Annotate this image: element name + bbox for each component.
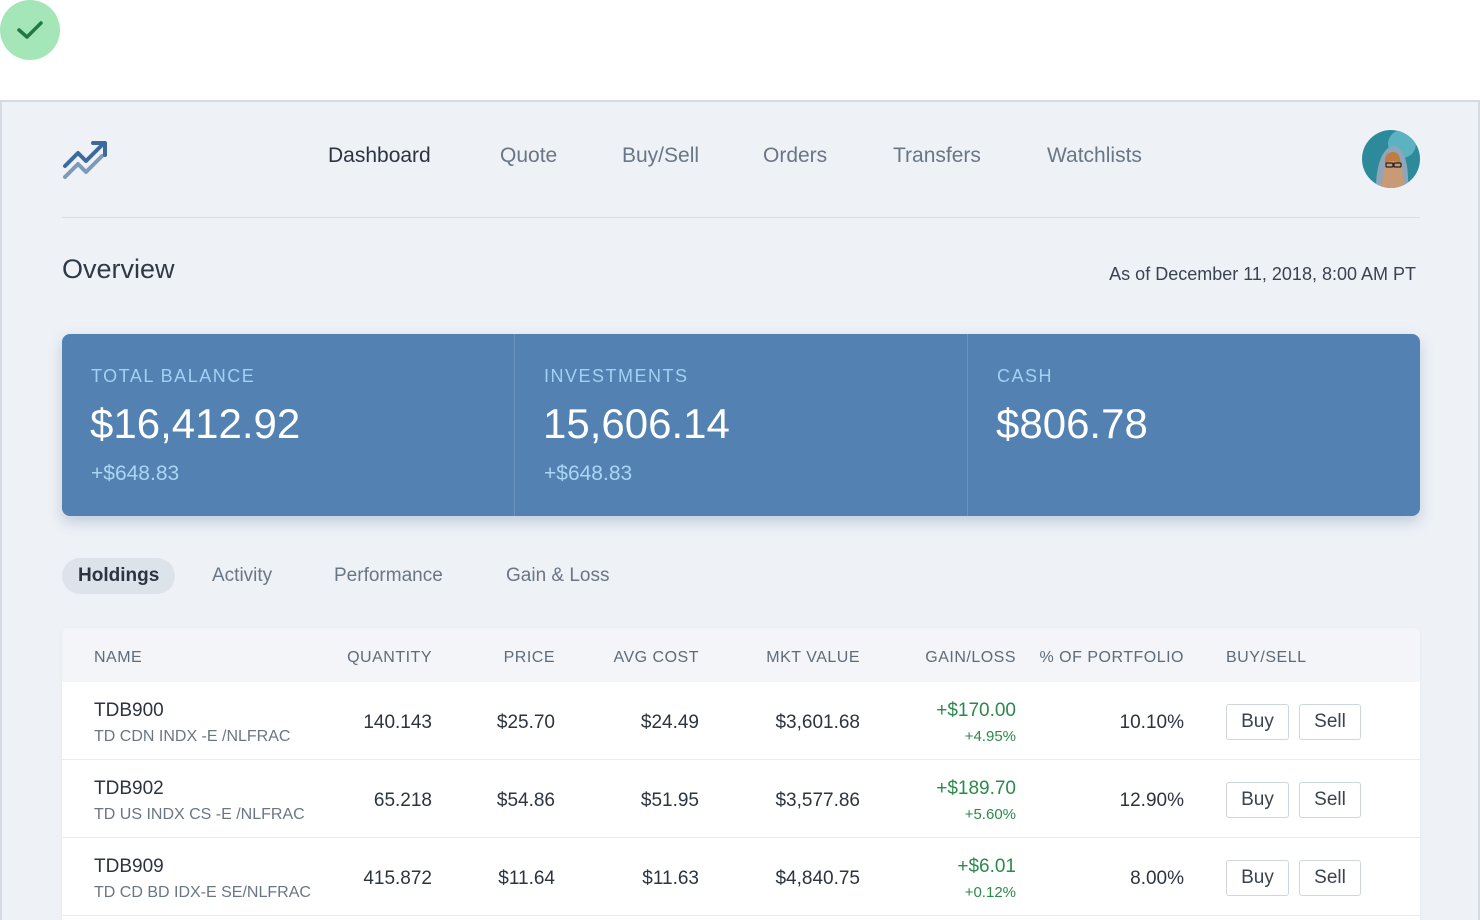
tab-performance[interactable]: Performance (334, 565, 443, 586)
holding-gain-pct: +5.60% (964, 806, 1016, 823)
holding-symbol[interactable]: TDB900 (94, 700, 164, 721)
holdings-table: NAME QUANTITY PRICE AVG COST MKT VALUE G… (62, 628, 1420, 920)
sell-button[interactable]: Sell (1299, 704, 1361, 740)
column-header-price[interactable]: PRICE (503, 649, 555, 666)
holding-description: TD US INDX CS -E /NLFRAC (94, 806, 305, 823)
as-of-timestamp: As of December 11, 2018, 8:00 AM PT (1109, 264, 1416, 284)
holding-price: $11.64 (498, 868, 555, 889)
top-navbar: Dashboard Quote Buy/Sell Orders Transfer… (62, 102, 1420, 218)
main-nav: Dashboard Quote Buy/Sell Orders Transfer… (62, 102, 1420, 218)
investments-panel: INVESTMENTS 15,606.14 +$648.83 (515, 334, 968, 516)
holding-mkt-value: $3,601.68 (775, 712, 860, 733)
buy-button[interactable]: Buy (1226, 782, 1289, 818)
holding-symbol[interactable]: TDB909 (94, 856, 164, 877)
cash-panel: CASH $806.78 (968, 334, 1420, 516)
holding-price: $25.70 (496, 712, 555, 733)
balance-summary-card: TOTAL BALANCE $16,412.92 +$648.83 INVEST… (62, 334, 1420, 516)
column-header-quantity[interactable]: QUANTITY (347, 649, 432, 666)
holding-gain-pct: +0.12% (964, 884, 1016, 901)
column-header-buy-sell: BUY/SELL (1226, 649, 1307, 666)
summary-label: TOTAL BALANCE (91, 366, 256, 386)
summary-value: 15,606.14 (543, 400, 730, 447)
holding-price: $54.86 (496, 790, 555, 811)
holding-gain: +$6.01 (957, 856, 1016, 877)
holding-quantity: 65.218 (373, 790, 432, 811)
holding-quantity: 415.872 (363, 868, 432, 889)
holding-mkt-value: $3,577.86 (775, 790, 860, 811)
holding-gain-pct: +4.95% (964, 728, 1016, 745)
holding-avg-cost: $51.95 (640, 790, 699, 811)
holding-gain: +$189.70 (936, 778, 1016, 799)
holding-portfolio-pct: 10.10% (1119, 712, 1184, 733)
avatar[interactable] (1362, 130, 1420, 188)
holding-mkt-value: $4,840.75 (775, 868, 860, 889)
tab-activity[interactable]: Activity (212, 565, 273, 586)
table-row: TDB909 TD CD BD IDX-E SE/NLFRAC 415.872 … (62, 838, 1420, 916)
sell-button[interactable]: Sell (1299, 782, 1361, 818)
nav-orders[interactable]: Orders (763, 144, 828, 167)
nav-transfers[interactable]: Transfers (893, 144, 981, 167)
summary-value: $16,412.92 (90, 400, 301, 447)
table-header: NAME QUANTITY PRICE AVG COST MKT VALUE G… (62, 628, 1420, 682)
column-header-mkt-value[interactable]: MKT VALUE (766, 649, 860, 666)
summary-change: +$648.83 (544, 462, 633, 485)
nav-buy-sell[interactable]: Buy/Sell (622, 144, 700, 167)
page-title: Overview (62, 254, 175, 284)
holding-description: TD CDN INDX -E /NLFRAC (94, 728, 291, 745)
holding-avg-cost: $24.49 (640, 712, 699, 733)
app-frame: Dashboard Quote Buy/Sell Orders Transfer… (0, 100, 1480, 920)
buy-button[interactable]: Buy (1226, 860, 1289, 896)
holding-portfolio-pct: 8.00% (1130, 868, 1184, 889)
holding-symbol[interactable]: TDB902 (94, 778, 164, 799)
tab-gain-loss[interactable]: Gain & Loss (506, 565, 610, 586)
sell-button[interactable]: Sell (1299, 860, 1361, 896)
table-row: TDB902 TD US INDX CS -E /NLFRAC 65.218 $… (62, 760, 1420, 838)
check-icon (0, 0, 60, 60)
summary-label: CASH (997, 366, 1054, 386)
tab-holdings[interactable]: Holdings (62, 558, 176, 594)
summary-label: INVESTMENTS (544, 366, 689, 386)
holding-description: TD CD BD IDX-E SE/NLFRAC (94, 884, 311, 901)
column-header-gain-loss[interactable]: GAIN/LOSS (925, 649, 1016, 666)
table-row: TDB900 TD CDN INDX -E /NLFRAC 140.143 $2… (62, 682, 1420, 760)
nav-watchlists[interactable]: Watchlists (1047, 144, 1142, 167)
total-balance-panel: TOTAL BALANCE $16,412.92 +$648.83 (62, 334, 515, 516)
trending-up-logo-icon[interactable] (62, 140, 110, 182)
holding-quantity: 140.143 (363, 712, 432, 733)
holding-gain: +$170.00 (936, 700, 1016, 721)
column-header-name[interactable]: NAME (94, 649, 143, 666)
holding-avg-cost: $11.63 (642, 868, 699, 889)
summary-change: +$648.83 (91, 462, 180, 485)
holding-portfolio-pct: 12.90% (1119, 790, 1184, 811)
nav-quote[interactable]: Quote (500, 144, 558, 167)
summary-value: $806.78 (996, 400, 1148, 447)
nav-dashboard[interactable]: Dashboard (328, 144, 431, 167)
column-header-avg-cost[interactable]: AVG COST (613, 649, 699, 666)
buy-button[interactable]: Buy (1226, 704, 1289, 740)
column-header-portfolio-pct[interactable]: % OF PORTFOLIO (1039, 649, 1184, 666)
